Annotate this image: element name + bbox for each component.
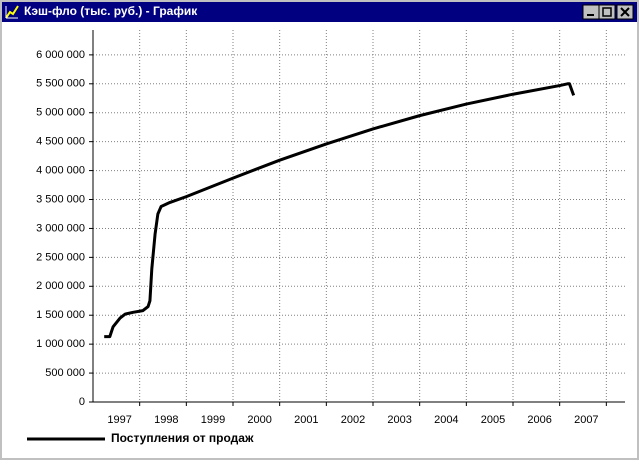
data-line xyxy=(104,82,576,339)
y-tick-label: 1 500 000 xyxy=(36,309,85,321)
app-icon xyxy=(4,4,20,20)
x-tick-label: 2007 xyxy=(574,414,598,426)
x-tick-label: 2005 xyxy=(481,414,505,426)
y-tick-label: 500 000 xyxy=(45,367,85,379)
y-tick-label: 1 000 000 xyxy=(36,338,85,350)
y-tick-label: 0 xyxy=(79,396,85,408)
x-tick-label: 2000 xyxy=(247,414,271,426)
minimize-button[interactable] xyxy=(582,4,600,20)
y-tick-label: 5 500 000 xyxy=(36,78,85,90)
y-tick-label: 6 000 000 xyxy=(36,49,85,61)
x-tick-label: 2006 xyxy=(527,414,551,426)
y-tick-label: 3 000 000 xyxy=(36,222,85,234)
y-tick-label: 4 000 000 xyxy=(36,164,85,176)
chart-area xyxy=(2,22,637,458)
x-tick-label: 2002 xyxy=(341,414,365,426)
y-tick-label: 5 000 000 xyxy=(36,107,85,119)
y-tick-label: 2 000 000 xyxy=(36,280,85,292)
x-tick-label: 1998 xyxy=(154,414,178,426)
x-tick-label: 1999 xyxy=(201,414,225,426)
x-tick-label: 2003 xyxy=(387,414,411,426)
close-button[interactable] xyxy=(616,4,634,20)
y-tick-label: 3 500 000 xyxy=(36,193,85,205)
x-tick-label: 2004 xyxy=(434,414,458,426)
y-tick-label: 2 500 000 xyxy=(36,251,85,263)
maximize-button[interactable] xyxy=(598,4,616,20)
x-tick-label: 1997 xyxy=(107,414,131,426)
y-tick-label: 4 500 000 xyxy=(36,136,85,148)
legend-label: Поступления от продаж xyxy=(111,431,254,445)
window-title: Кэш-фло (тыс. руб.) - График xyxy=(24,4,198,18)
x-tick-label: 2001 xyxy=(294,414,318,426)
title-bar xyxy=(2,2,637,22)
plot: 0 500 000 1 000 000 1 500 000 2 000 000 2 500… xyxy=(27,30,625,445)
